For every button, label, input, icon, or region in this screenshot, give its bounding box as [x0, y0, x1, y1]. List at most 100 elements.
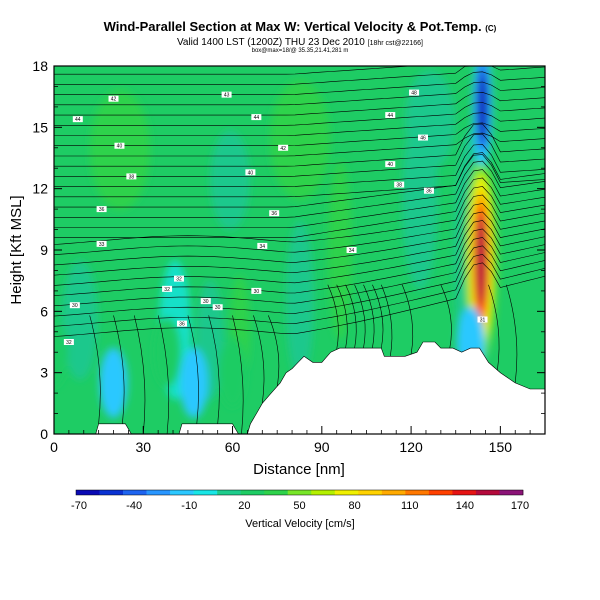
- y-tick-label: 0: [40, 426, 48, 442]
- contour-label-bg: [96, 240, 107, 247]
- theta-contour-label: 36: [423, 187, 434, 195]
- y-tick-label: 9: [40, 242, 48, 258]
- theta-contour-label: 30: [251, 287, 262, 295]
- theta-isoline: [89, 315, 101, 424]
- x-tick-label: 30: [135, 439, 151, 455]
- contour-label-bg: [173, 275, 184, 282]
- theta-isoline: [268, 315, 280, 387]
- theta-contour-label: 46: [417, 134, 428, 142]
- colorbar-swatch: [405, 490, 430, 495]
- theta-contour-label: 38: [394, 181, 405, 189]
- contour-label-text: 43: [224, 93, 230, 99]
- terrain: [54, 341, 545, 434]
- colorbar-swatch: [358, 490, 383, 495]
- contour-label-text: 44: [75, 117, 81, 123]
- theta-isoline: [54, 253, 545, 327]
- contour-label-bg: [162, 285, 173, 292]
- x-tick-label: 150: [489, 439, 513, 455]
- x-tick-label: 120: [399, 439, 423, 455]
- contour-label-bg: [176, 320, 187, 327]
- theta-contour-label: 34: [257, 242, 268, 250]
- copyright-mark: (C): [485, 24, 497, 33]
- theta-contour-label: 43: [221, 91, 232, 99]
- theta-isoline: [54, 160, 545, 218]
- contour-label-text: 36: [271, 211, 277, 217]
- contour-label-bg: [69, 302, 80, 309]
- field-band: [90, 90, 150, 210]
- theta-isoline: [54, 144, 545, 187]
- contour-label-bg: [108, 95, 119, 102]
- colorbar-swatch: [193, 490, 218, 495]
- contour-label-bg: [114, 142, 125, 149]
- theta-contour-label: 44: [72, 116, 83, 123]
- colorbar: -70 -40 -10 20 50 80 110 140 170: [71, 489, 529, 512]
- colorbar-tick-label: -70: [71, 500, 87, 512]
- contour-label-text: 30: [203, 299, 209, 305]
- x-tick-label: 90: [314, 439, 330, 455]
- contour-label-bg: [251, 114, 262, 121]
- contour-label-text: 40: [117, 144, 123, 150]
- theta-contour-label: 32: [162, 285, 173, 293]
- colorbar-swatch: [76, 490, 100, 495]
- contour-label-bg: [477, 316, 488, 323]
- theta-contour-label: 38: [126, 173, 137, 180]
- contour-label-text: 33: [99, 242, 105, 248]
- colorbar-swatch: [99, 490, 124, 495]
- theta-isoline: [440, 284, 452, 349]
- theta-isoline: [345, 284, 357, 349]
- contour-label-text: 40: [387, 162, 393, 168]
- valid-time-label: Valid 1400 LST (1200Z) THU 23 Dec 2010: [176, 37, 365, 48]
- theta-isoline: [54, 102, 545, 126]
- colorbar-frame: [75, 489, 524, 496]
- theta-contour-label: 40: [245, 169, 256, 176]
- colorbar-tick-label: -40: [126, 500, 142, 512]
- colorbar-swatch: [287, 490, 312, 495]
- colorbar-swatch: [475, 490, 500, 495]
- contour-label-text: 31: [480, 318, 486, 324]
- colorbar-swatch: [452, 490, 477, 495]
- colorbar-tick-label: -10: [181, 500, 197, 512]
- colorbar-swatch: [381, 490, 406, 495]
- contour-label-text: 42: [111, 97, 117, 103]
- colorbar-label: Vertical Velocity [cm/s]: [245, 518, 354, 530]
- theta-isoline: [54, 112, 545, 136]
- contour-label-text: 32: [164, 287, 170, 293]
- contour-label-text: 48: [411, 91, 417, 97]
- contour-label-bg: [423, 187, 434, 194]
- contour-label-text: 46: [420, 136, 426, 142]
- theta-isoline: [134, 315, 146, 434]
- theta-isoline: [54, 203, 545, 266]
- theta-isoline: [54, 169, 545, 228]
- theta-isoline: [54, 220, 545, 286]
- colorbar-swatch: [146, 490, 171, 495]
- theta-isoline: [54, 122, 545, 146]
- theta-contour-label: 42: [278, 144, 289, 152]
- theta-contour-label: 44: [251, 114, 262, 121]
- theta-isoline: [113, 315, 125, 424]
- velocity-feature: [478, 71, 487, 142]
- theta-isoline: [54, 132, 545, 157]
- colorbar-swatch: [217, 490, 241, 495]
- theta-isoline: [157, 315, 170, 434]
- theta-isoline: [336, 284, 348, 349]
- colorbar-tick-label: 50: [293, 500, 305, 512]
- x-axis-label: Distance [nm]: [253, 461, 345, 478]
- theta-isoline: [54, 177, 545, 238]
- theta-isoline: [54, 237, 545, 307]
- theta-isoline: [208, 315, 220, 424]
- theta-contour-label: 44: [385, 112, 396, 119]
- chart-title: Wind-Parallel Section at Max W: Vertical…: [0, 19, 600, 34]
- chart-title-main: Wind-Parallel Section at Max W: Vertical…: [103, 19, 482, 34]
- theta-contour-label: 30: [200, 298, 211, 305]
- contour-label-bg: [409, 89, 420, 96]
- theta-isoline: [54, 66, 545, 75]
- theta-contour-label: 33: [96, 240, 107, 248]
- theta-isoline: [506, 284, 518, 383]
- velocity-feature: [218, 337, 247, 408]
- contour-label-text: 42: [280, 146, 286, 152]
- contour-label-text: 44: [254, 115, 260, 121]
- theta-contour-label: 30: [69, 302, 80, 309]
- colorbar-tick-label: 140: [456, 500, 474, 512]
- field-band: [62, 260, 98, 380]
